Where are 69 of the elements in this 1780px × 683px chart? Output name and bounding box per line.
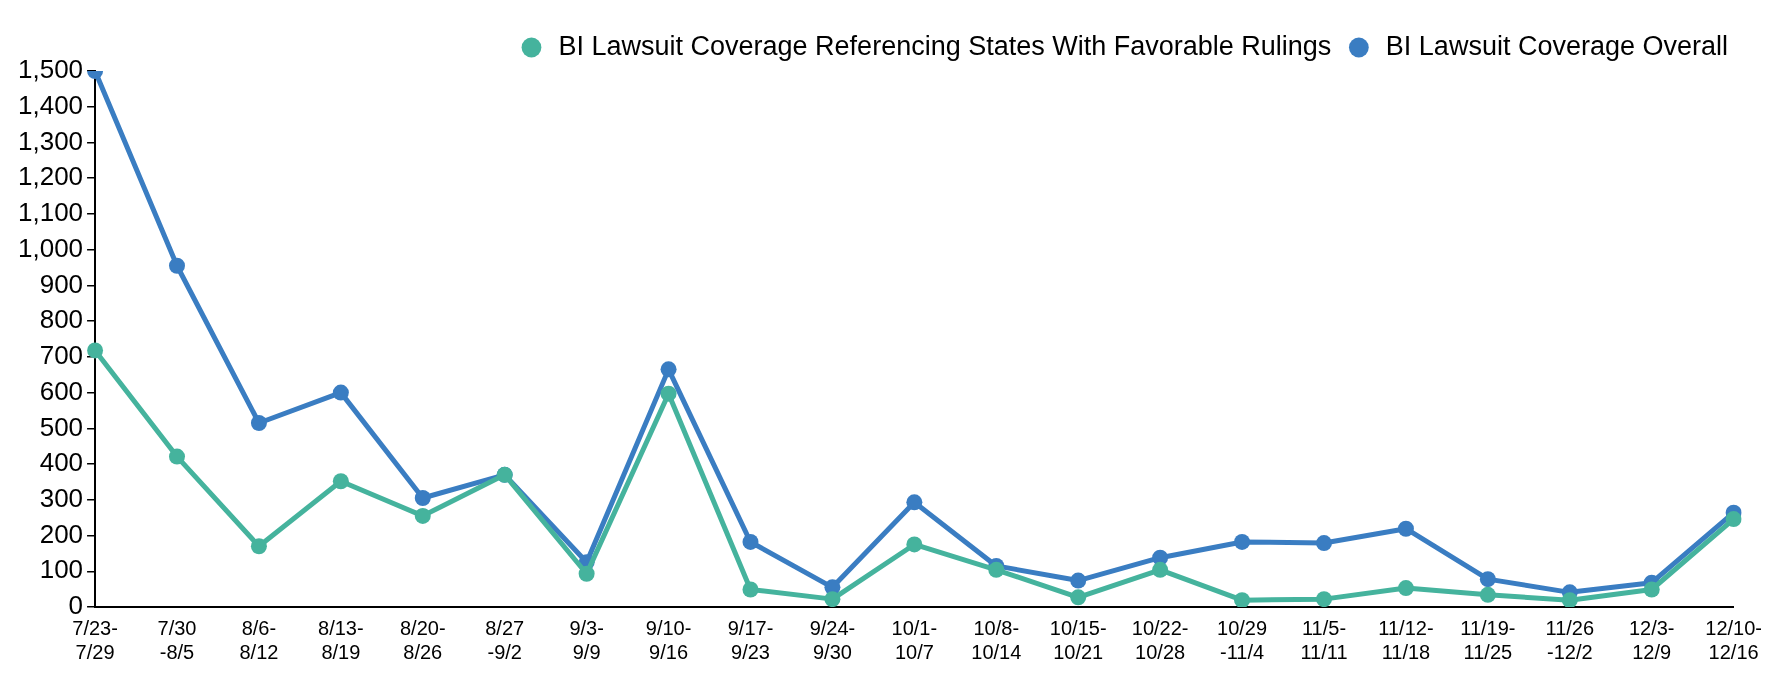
point — [742, 533, 759, 550]
point — [1234, 533, 1251, 550]
point — [1479, 571, 1496, 588]
x-tick-label: 9/17- 9/23 — [727, 616, 774, 663]
point — [414, 490, 431, 507]
x-tick-label: 9/3- 9/9 — [569, 616, 604, 663]
y-tick-label: 1,100 — [17, 197, 84, 228]
x-tick-label: 11/19- 11/25 — [1460, 616, 1516, 663]
x-tick-label: 10/22- 10/28 — [1131, 616, 1189, 663]
legend-label: BI Lawsuit Coverage Referencing States With Favorable Rulings — [558, 30, 1332, 61]
y-tick-label: 1,500 — [17, 54, 84, 85]
point — [250, 538, 267, 555]
y-tick-label: 800 — [39, 304, 84, 335]
y-tick-label: 1,300 — [17, 125, 84, 156]
point — [988, 561, 1005, 578]
y-tick-label: 1,200 — [17, 161, 84, 192]
x-tick-label: 12/3- 12/9 — [1628, 616, 1675, 663]
y-tick-label: 900 — [39, 268, 84, 299]
y-tick-label: 700 — [39, 340, 84, 371]
x-tick-label: 8/20- 8/26 — [399, 616, 446, 663]
point — [742, 581, 759, 598]
y-tick-label: 1,400 — [17, 89, 84, 120]
point — [1397, 520, 1414, 537]
point — [824, 591, 841, 607]
x-tick-label: 10/15- 10/21 — [1049, 616, 1107, 663]
x-tick-label: 9/10- 9/16 — [645, 616, 692, 663]
point — [414, 507, 431, 524]
point — [660, 361, 677, 378]
x-tick-label: 10/29 -11/4 — [1217, 616, 1268, 663]
point — [906, 536, 923, 553]
point — [1397, 580, 1414, 597]
point — [168, 448, 185, 465]
y-tick-label: 400 — [39, 447, 84, 478]
x-tick-label: 8/6- 8/12 — [239, 616, 279, 663]
y-tick-label: 1,000 — [17, 232, 84, 263]
x-tick-label: 10/1- 10/7 — [891, 616, 938, 663]
point — [332, 473, 349, 490]
x-tick-label: 11/26 -12/2 — [1545, 616, 1595, 663]
point — [1070, 589, 1087, 606]
point — [168, 257, 185, 274]
point — [87, 342, 104, 359]
x-tick-label: 9/24- 9/30 — [809, 616, 856, 663]
y-tick-label: 600 — [39, 375, 84, 406]
point — [578, 565, 595, 582]
y-tick-label: 500 — [39, 411, 84, 442]
point — [250, 414, 267, 431]
y-tick-label: 100 — [39, 554, 84, 585]
y-tick-label: 300 — [39, 482, 84, 513]
point — [1234, 592, 1251, 607]
x-tick-label: 8/27 -9/2 — [485, 616, 525, 663]
point — [1561, 592, 1578, 607]
point — [1316, 535, 1332, 552]
x-tick-label: 8/13- 8/19 — [318, 616, 364, 663]
point — [1479, 586, 1496, 603]
point — [1070, 572, 1087, 589]
point — [1643, 581, 1660, 598]
point — [1316, 591, 1332, 607]
x-tick-label: 10/8- 10/14 — [971, 616, 1022, 663]
x-tick-label: 11/12- 11/18 — [1378, 616, 1434, 663]
point — [332, 384, 349, 401]
point — [660, 385, 677, 402]
x-tick-label: 7/30 -8/5 — [157, 616, 197, 663]
point — [906, 494, 923, 511]
legend-label: BI Lawsuit Coverage Overall — [1385, 30, 1728, 61]
point — [1725, 511, 1742, 528]
y-tick-label: 200 — [39, 518, 84, 549]
x-tick-label: 12/10- 12/16 — [1705, 616, 1762, 663]
point — [1152, 561, 1169, 578]
x-tick-label: 11/5- 11/11 — [1300, 616, 1348, 663]
